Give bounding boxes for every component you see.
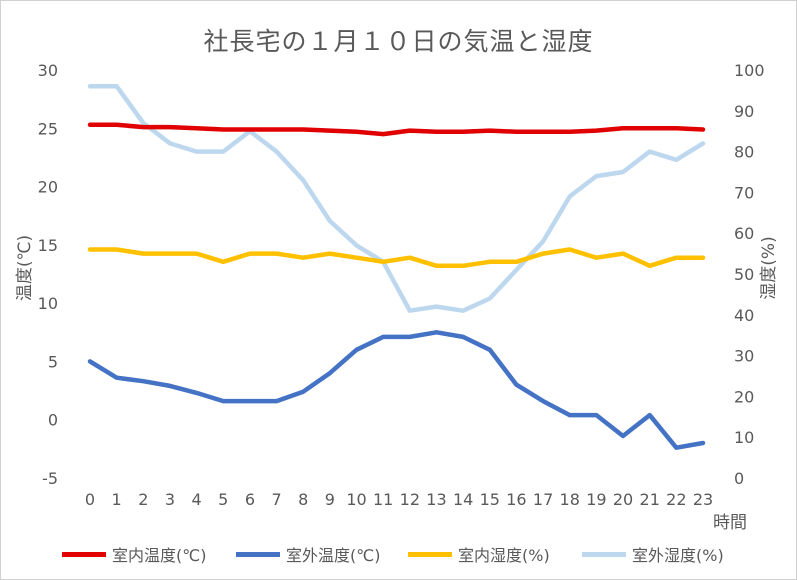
x-tick-label: 5 (218, 490, 228, 509)
x-tick-label: 15 (480, 490, 500, 509)
right-tick-label: 50 (734, 265, 754, 284)
legend-item: 室外湿度(%) (582, 540, 724, 568)
x-tick-label: 2 (138, 490, 148, 509)
legend-item: 室内湿度(%) (408, 540, 550, 568)
x-tick-label: 4 (192, 490, 202, 509)
legend-label: 室外湿度(%) (632, 546, 724, 565)
legend-swatch (408, 551, 452, 557)
x-axis-ticks: 0 1 2 3 4 5 6 7 8 9 10 11 12 13 14 15 16 17 18 19 20 21 22 23 (85, 490, 713, 509)
legend-label: 室内湿度(%) (458, 546, 550, 565)
legend-swatch (236, 551, 280, 557)
left-tick-label: 25 (38, 119, 58, 138)
x-tick-label: 6 (245, 490, 255, 509)
series-line-2 (87, 330, 706, 450)
right-tick-label: 0 (734, 469, 744, 488)
x-tick-label: 7 (271, 490, 281, 509)
right-tick-label: 80 (734, 143, 754, 162)
right-tick-label: 100 (734, 61, 765, 80)
right-tick-label: 90 (734, 102, 754, 121)
x-tick-label: 14 (453, 490, 473, 509)
left-tick-label: -5 (42, 469, 58, 488)
x-tick-label: 20 (613, 490, 633, 509)
x-tick-label: 8 (298, 490, 308, 509)
right-tick-label: 20 (734, 387, 754, 406)
legend-label: 室内温度(℃) (112, 546, 207, 565)
x-tick-label: 9 (325, 490, 335, 509)
x-tick-label: 0 (85, 490, 95, 509)
x-tick-label: 18 (560, 490, 580, 509)
legend-swatch (62, 551, 106, 557)
legend-label: 室外温度(℃) (286, 546, 381, 565)
x-tick-label: 16 (506, 490, 526, 509)
series-line-1 (87, 122, 706, 137)
x-tick-label: 3 (165, 490, 175, 509)
x-tick-label: 17 (533, 490, 553, 509)
right-tick-label: 60 (734, 224, 754, 243)
left-tick-label: 15 (38, 236, 58, 255)
legend-swatch (582, 551, 626, 557)
legend-item: 室外温度(℃) (236, 540, 380, 568)
right-tick-label: 30 (734, 347, 754, 366)
series-line-4 (87, 84, 706, 313)
x-tick-label: 10 (346, 490, 366, 509)
left-tick-label: 30 (38, 61, 58, 80)
left-tick-label: 5 (48, 352, 58, 371)
x-tick-label: 13 (426, 490, 446, 509)
x-tick-label: 22 (666, 490, 686, 509)
left-axis-ticks: -5 0 5 10 15 20 25 30 (38, 61, 58, 488)
left-tick-label: 10 (38, 294, 58, 313)
right-tick-label: 70 (734, 183, 754, 202)
series-line-3 (87, 247, 706, 269)
x-tick-label: 11 (373, 490, 393, 509)
legend-item: 室内温度(℃) (62, 540, 206, 568)
series-lines (87, 84, 706, 450)
legend: 室内温度(℃) 室外温度(℃) 室内湿度(%) 室外湿度(%) (0, 540, 797, 568)
chart-title: 社長宅の１月１０日の気温と湿度 (203, 27, 594, 56)
y-axis-label-left: 温度(℃) (15, 235, 35, 301)
right-axis-ticks: 0 10 20 30 40 50 60 70 80 90 100 (734, 61, 765, 488)
x-tick-label: 19 (586, 490, 606, 509)
left-tick-label: 0 (48, 411, 58, 430)
x-tick-label: 1 (112, 490, 122, 509)
right-tick-label: 10 (734, 428, 754, 447)
left-tick-label: 20 (38, 178, 58, 197)
y-axis-label-right: 湿度(%) (759, 236, 779, 299)
x-tick-label: 12 (400, 490, 420, 509)
x-tick-label: 23 (693, 490, 713, 509)
x-tick-label: 21 (640, 490, 660, 509)
right-tick-label: 40 (734, 306, 754, 325)
x-axis-label: 時間 (713, 513, 747, 533)
